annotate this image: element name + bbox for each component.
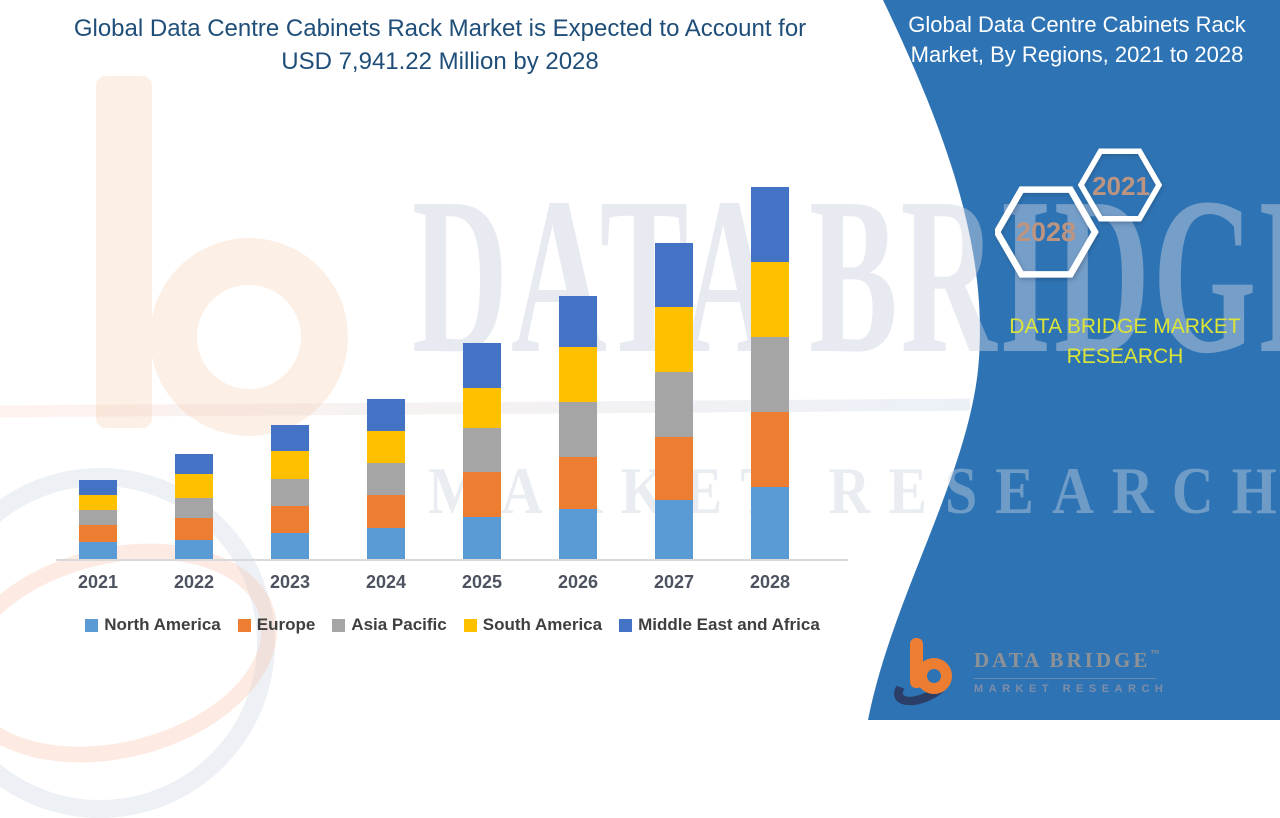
bar-segment-2023-south-america <box>271 451 309 479</box>
logo-brand-name: DATA BRIDGE <box>974 648 1151 672</box>
stacked-bar-2025 <box>463 343 501 560</box>
side-panel-background <box>820 0 1280 720</box>
legend-swatch-south-america <box>463 618 477 632</box>
stacked-bar-2024 <box>367 399 405 560</box>
legend-item-europe: Europe <box>237 615 316 635</box>
bar-segment-2024-europe <box>367 495 405 528</box>
legend-label-asia-pacific: Asia Pacific <box>351 615 447 634</box>
stacked-bar-2023 <box>271 425 309 560</box>
bar-segment-2024-south-america <box>367 431 405 463</box>
stacked-bar-chart <box>79 80 789 560</box>
stacked-bar-2021 <box>79 480 117 560</box>
bar-segment-2022-middle-east-and-africa <box>175 454 213 474</box>
bar-segment-2021-south-america <box>79 495 117 510</box>
bar-segment-2024-asia-pacific <box>367 463 405 495</box>
bar-segment-2025-asia-pacific <box>463 428 501 472</box>
bar-segment-2027-middle-east-and-africa <box>655 243 693 307</box>
stacked-bar-2028 <box>751 187 789 560</box>
legend-swatch-europe <box>237 618 251 632</box>
bar-segment-2027-europe <box>655 437 693 500</box>
legend-label-south-america: South America <box>482 615 603 634</box>
bar-segment-2028-asia-pacific <box>751 337 789 412</box>
bar-segment-2024-middle-east-and-africa <box>367 399 405 431</box>
hexagon-2028 <box>995 186 1099 278</box>
bar-segment-2026-asia-pacific <box>559 402 597 457</box>
data-bridge-logo: DATA BRIDGE™ MARKET RESEARCH <box>886 634 1216 714</box>
legend-swatch-middle-east-and-africa <box>619 618 633 632</box>
watermark-logo-b-stem <box>96 76 152 428</box>
legend-label-middle-east-and-africa: Middle East and Africa <box>638 615 820 634</box>
bar-segment-2021-middle-east-and-africa <box>79 480 117 495</box>
stacked-bar-2022 <box>175 454 213 560</box>
bar-segment-2023-europe <box>271 506 309 533</box>
stacked-bar-2026 <box>559 296 597 560</box>
bar-segment-2023-middle-east-and-africa <box>271 425 309 451</box>
bar-segment-2025-middle-east-and-africa <box>463 343 501 388</box>
hexagon-year-2028-label: 2028 <box>1015 217 1077 247</box>
watermark-text-data-bridge: DATA BRIDGE <box>412 152 1280 401</box>
bar-segment-2022-south-america <box>175 474 213 498</box>
legend-swatch-north-america <box>85 618 99 632</box>
bar-segment-2026-middle-east-and-africa <box>559 296 597 347</box>
bar-segment-2028-north-america <box>751 487 789 560</box>
logo-trademark: ™ <box>1150 648 1163 658</box>
x-axis-label-2021: 2021 <box>77 572 119 592</box>
logo-divider-rule <box>974 678 1156 679</box>
x-axis-label-2025: 2025 <box>461 572 503 592</box>
bar-segment-2023-asia-pacific <box>271 479 309 506</box>
side-panel-title: Global Data Centre Cabinets Rack Market,… <box>908 12 1246 67</box>
x-axis-label-2028: 2028 <box>749 572 791 592</box>
bar-segment-2026-south-america <box>559 347 597 402</box>
side-panel-shape <box>868 0 1280 720</box>
x-axis-line <box>56 559 848 561</box>
x-axis-labels: 2021 2022 2023 2024 2025 2026 2027 2028 <box>50 572 818 593</box>
bar-segment-2027-north-america <box>655 500 693 560</box>
bar-segment-2026-europe <box>559 457 597 509</box>
bar-segment-2021-north-america <box>79 542 117 560</box>
legend-item-north-america: North America <box>85 615 221 635</box>
bar-segment-2027-south-america <box>655 307 693 372</box>
bar-segment-2022-north-america <box>175 540 213 560</box>
bar-segment-2028-south-america <box>751 262 789 337</box>
x-axis-label-2023: 2023 <box>269 572 311 592</box>
hexagon-year-2021-label: 2021 <box>1092 171 1150 201</box>
hexagon-years-graphic <box>995 148 1163 278</box>
bar-segment-2025-south-america <box>463 388 501 428</box>
bar-segment-2022-asia-pacific <box>175 498 213 518</box>
bar-segment-2025-europe <box>463 472 501 517</box>
legend-label-europe: Europe <box>256 615 316 634</box>
x-axis-label-2027: 2027 <box>653 572 695 592</box>
logo-brand-text: DATA BRIDGE™ <box>974 648 1162 673</box>
x-axis-label-2026: 2026 <box>557 572 599 592</box>
bar-segment-2027-asia-pacific <box>655 372 693 437</box>
legend-label-north-america: North America <box>104 615 221 634</box>
chart-legend: North America Europe Asia Pacific South Ame… <box>55 615 850 635</box>
legend-item-asia-pacific: Asia Pacific <box>332 615 447 635</box>
bar-segment-2021-asia-pacific <box>79 510 117 525</box>
bar-segment-2025-north-america <box>463 517 501 560</box>
bar-segment-2028-europe <box>751 412 789 487</box>
bar-segment-2024-north-america <box>367 528 405 560</box>
bar-segment-2028-middle-east-and-africa <box>751 187 789 262</box>
chart-title-line1: Global Data Centre Cabinets Rack Market … <box>73 15 807 42</box>
logo-sub-text: MARKET RESEARCH <box>974 683 1169 695</box>
stacked-bar-2027 <box>655 243 693 560</box>
bar-segment-2026-north-america <box>559 509 597 560</box>
bar-segment-2023-north-america <box>271 533 309 560</box>
hexagon-2021 <box>1077 148 1163 222</box>
logo-b-bowl-icon <box>916 658 952 694</box>
x-axis-label-2022: 2022 <box>173 572 215 592</box>
brand-caption: DATA BRIDGE MARKET RESEARCH <box>1009 315 1241 368</box>
legend-swatch-asia-pacific <box>332 618 346 632</box>
bar-segment-2022-europe <box>175 518 213 540</box>
legend-item-middle-east-and-africa: Middle East and Africa <box>619 615 820 635</box>
x-axis-label-2024: 2024 <box>365 572 407 592</box>
legend-item-south-america: South America <box>463 615 603 635</box>
chart-title: Global Data Centre Cabinets Rack Market … <box>55 12 825 78</box>
chart-title-line2: USD 7,941.22 Million by 2028 <box>281 48 599 75</box>
bar-segment-2021-europe <box>79 525 117 542</box>
